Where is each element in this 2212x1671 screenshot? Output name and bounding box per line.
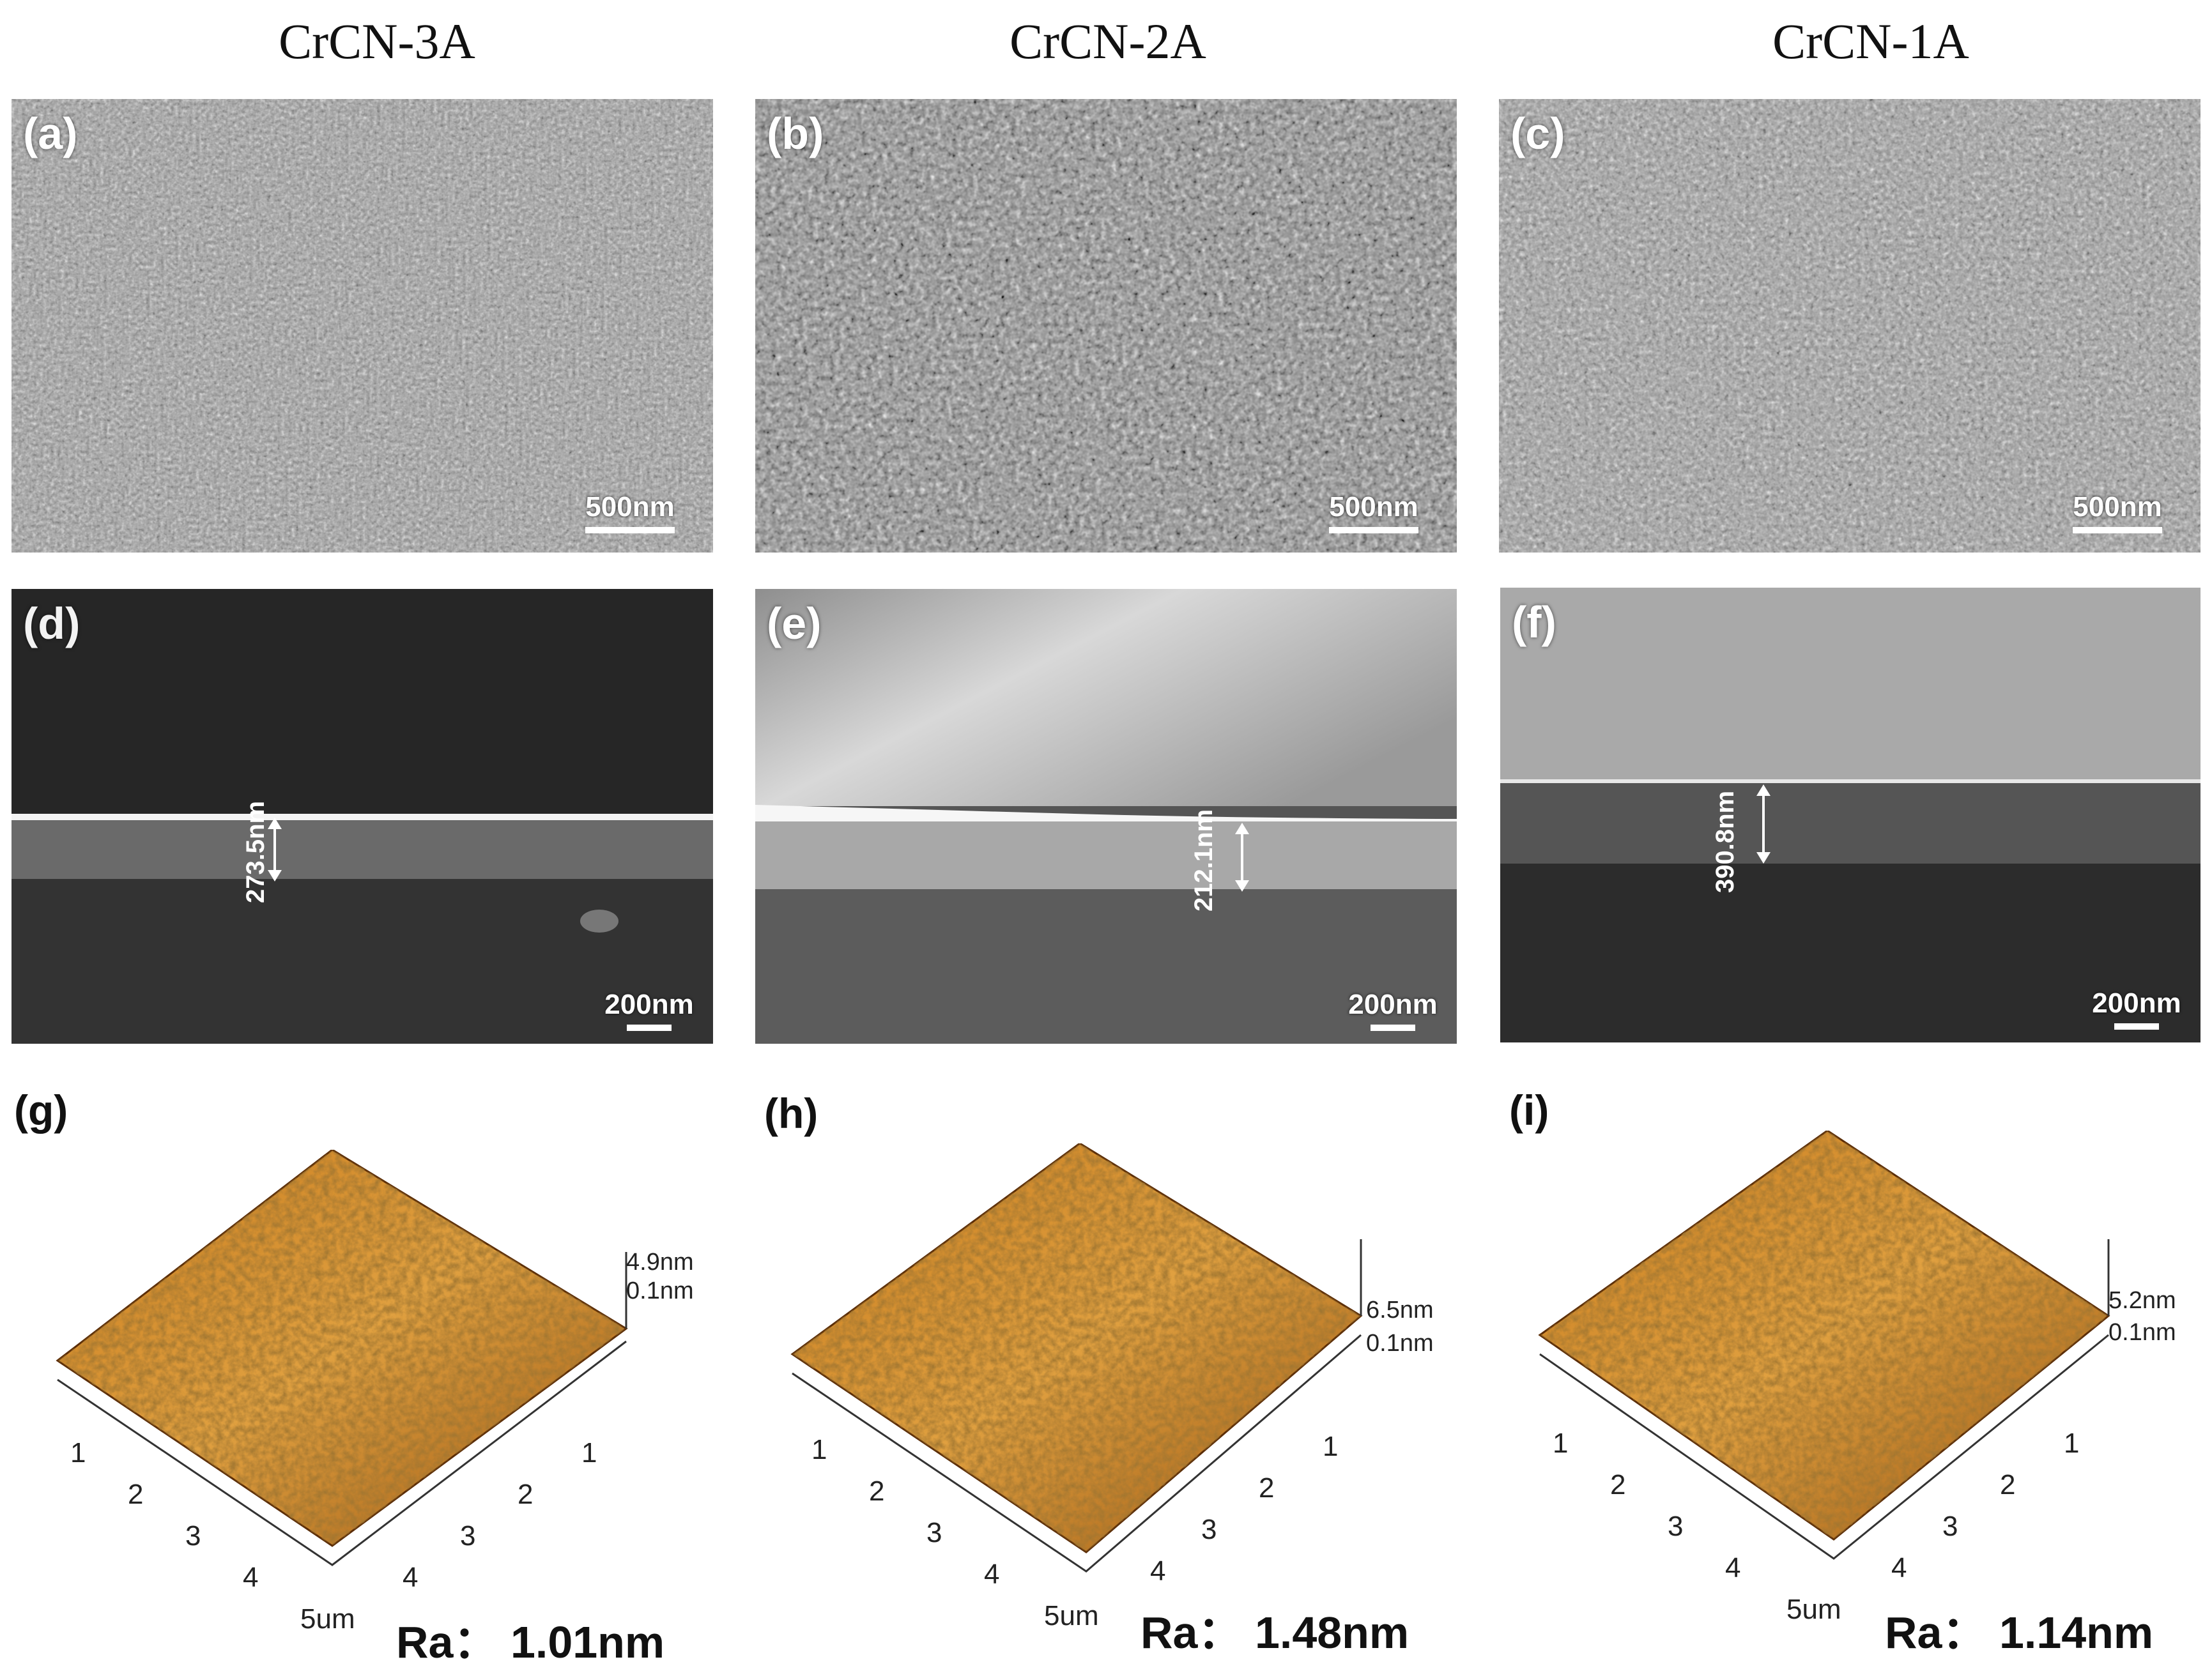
scale-bar-label: 500nm (1329, 491, 1418, 523)
scale-bar-label: 500nm (585, 491, 675, 523)
sem-surface-texture (755, 99, 1457, 553)
sem-cross-panel-d: (d) 273.5nm 200nm (12, 589, 713, 1044)
z-min-label: 0.1nm (626, 1278, 694, 1304)
column-title-crcn-1a: CrCN-1A (1772, 13, 1969, 69)
sem-cross-panel-f: (f) 390.8nm 200nm (1500, 588, 2200, 1042)
axis-tick: 4 (1891, 1552, 1907, 1583)
ra-value: Ra： 1.14nm (1885, 1608, 2154, 1658)
sem-surface-texture (1499, 99, 2200, 553)
thickness-arrow (1235, 823, 1249, 892)
axis-tick: 4 (984, 1559, 1000, 1590)
ra-value: Ra： 1.01nm (396, 1617, 665, 1667)
axis-tick: 4 (243, 1562, 259, 1593)
axis-tick: 2 (1610, 1469, 1626, 1500)
axis-tick: 2 (128, 1479, 144, 1510)
panel-label: (a) (23, 109, 78, 158)
axis-tick: 3 (185, 1520, 201, 1552)
scale-bar-label: 500nm (2073, 491, 2162, 523)
axis-tick: 4 (403, 1562, 419, 1593)
axis-tick: 2 (1259, 1472, 1275, 1504)
axis-tick: 1 (581, 1437, 597, 1469)
panel-label: (g) (14, 1087, 68, 1134)
scale-bar: 500nm (2060, 491, 2175, 533)
sem-cross-section (755, 589, 1457, 1044)
axis-tick: 1 (1553, 1428, 1569, 1459)
panel-label: (d) (23, 599, 81, 648)
thickness-label: 273.5nm (242, 800, 270, 903)
thickness-arrow (1756, 784, 1770, 864)
panel-label: (i) (1509, 1087, 1549, 1134)
axis-tick: 2 (518, 1479, 534, 1510)
afm-surface-h (786, 1143, 1399, 1642)
column-title-crcn-2a: CrCN-2A (1010, 13, 1206, 69)
axis-tick: 3 (1201, 1514, 1217, 1545)
z-max-label: 5.2nm (2108, 1287, 2176, 1314)
scale-bar: 500nm (1316, 491, 1431, 533)
z-min-label: 0.1nm (1366, 1330, 1434, 1357)
scale-bar-label: 200nm (604, 989, 694, 1020)
scale-bar: 200nm (598, 989, 700, 1031)
afm-surface-i (1533, 1131, 2147, 1629)
panel-label: (e) (767, 599, 822, 648)
panel-label: (h) (764, 1090, 818, 1137)
axis-tick: 3 (926, 1517, 942, 1548)
axis-tick: 1 (1323, 1431, 1339, 1462)
panel-label: (c) (1510, 109, 1565, 158)
z-min-label: 0.1nm (2108, 1319, 2176, 1346)
thickness-label: 390.8nm (1711, 790, 1739, 893)
sem-cross-section (12, 589, 713, 1044)
axis-tick: 2 (2000, 1469, 2016, 1500)
axis-corner-label: 5um (1044, 1600, 1099, 1631)
scale-bar-label: 200nm (1348, 989, 1438, 1020)
sem-cross-panel-e: (e) 212.1nm 200nm (755, 589, 1457, 1044)
panel-label: (b) (767, 109, 824, 158)
axis-corner-label: 5um (300, 1603, 355, 1635)
axis-tick: 3 (1942, 1511, 1958, 1542)
scale-bar: 500nm (572, 491, 687, 533)
axis-tick: 2 (869, 1476, 885, 1507)
scale-bar-label: 200nm (2092, 988, 2181, 1019)
ra-value: Ra： 1.48nm (1141, 1608, 1409, 1658)
afm-surface-g (38, 1150, 652, 1648)
axis-tick: 1 (70, 1437, 86, 1469)
sem-top-panel-c: (c) 500nm (1499, 99, 2200, 553)
thickness-label: 212.1nm (1190, 809, 1218, 912)
scale-bar: 200nm (1342, 989, 1444, 1031)
z-max-label: 4.9nm (626, 1249, 694, 1276)
sem-surface-texture (12, 99, 713, 553)
sem-top-panel-b: (b) 500nm (755, 99, 1457, 553)
axis-tick: 3 (1668, 1511, 1684, 1542)
axis-tick: 4 (1725, 1552, 1741, 1583)
axis-tick: 1 (811, 1434, 827, 1465)
panel-label: (f) (1512, 597, 1556, 647)
thickness-arrow (268, 818, 282, 881)
column-title-crcn-3a: CrCN-3A (279, 13, 475, 69)
axis-tick: 4 (1150, 1555, 1166, 1587)
scale-bar: 200nm (2085, 988, 2188, 1030)
z-max-label: 6.5nm (1366, 1297, 1434, 1324)
axis-tick: 3 (460, 1520, 476, 1552)
sem-cross-section (1500, 588, 2200, 1042)
axis-tick: 1 (2064, 1428, 2080, 1459)
sem-top-panel-a: (a) 500nm (12, 99, 713, 553)
axis-corner-label: 5um (1786, 1594, 1841, 1625)
